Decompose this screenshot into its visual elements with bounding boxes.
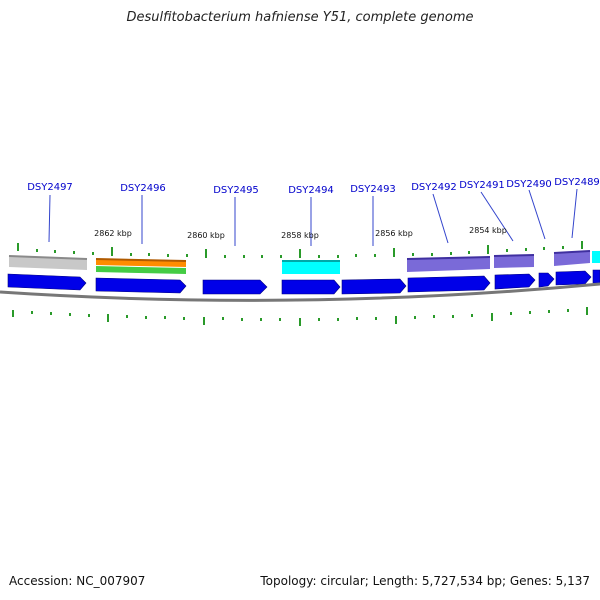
accession-text: Accession: NC_007907	[9, 574, 146, 588]
gene-label[interactable]: DSY2491	[459, 180, 505, 191]
cds-arrow-dsy2491[interactable]	[494, 273, 536, 290]
cog-feature-dsy2492[interactable]	[407, 257, 490, 272]
leader-line-dsy2491	[480, 191, 514, 242]
cds-arrow-dsy2492[interactable]	[407, 275, 491, 293]
scale-labels: 2862 kbp 2860 kbp 2858 kbp 2856 kbp 2854…	[94, 226, 507, 240]
cds-arrow-dsy2489[interactable]	[555, 270, 592, 286]
genome-title: Desulfitobacterium hafniense Y51, comple…	[126, 10, 474, 25]
gene-label[interactable]: DSY2495	[213, 185, 259, 196]
cds-arrows	[7, 269, 600, 295]
cds-arrow-dsy2496[interactable]	[95, 277, 187, 294]
leader-line-dsy2497	[48, 194, 51, 243]
cds-arrow-dsy2495[interactable]	[202, 279, 268, 295]
cog-feature-dsy2491[interactable]	[494, 255, 534, 268]
scale-label: 2856 kbp	[375, 229, 413, 238]
cog-feature-dsy2497[interactable]	[9, 256, 87, 270]
scale-label: 2862 kbp	[94, 229, 132, 238]
leader-line-dsy2489	[571, 188, 578, 239]
scale-label: 2854 kbp	[469, 226, 507, 235]
gene-labels: DSY2497 DSY2496 DSY2495 DSY2494 DSY2493 …	[27, 177, 600, 196]
leader-lines	[48, 188, 578, 246]
gene-label[interactable]: DSY2492	[411, 182, 457, 193]
cds-arrow-dsy2497[interactable]	[7, 273, 87, 291]
genome-stats-text: Topology: circular; Length: 5,727,534 bp…	[260, 574, 590, 588]
gene-label[interactable]: DSY2494	[288, 185, 334, 196]
genome-backbone	[0, 282, 600, 302]
gene-label[interactable]: DSY2489	[554, 177, 600, 188]
lower-ticks	[12, 307, 588, 326]
gene-label[interactable]: DSY2493	[350, 184, 396, 195]
gene-label[interactable]: DSY2490	[506, 179, 552, 190]
cds-arrow-edge[interactable]	[592, 269, 600, 284]
leader-line-dsy2492	[432, 193, 449, 244]
gene-label[interactable]: DSY2496	[120, 183, 166, 194]
cds-arrow-dsy2494[interactable]	[281, 279, 341, 295]
cog-feature-edge[interactable]	[592, 251, 600, 263]
upper-ticks	[17, 241, 583, 258]
cog-features	[8, 250, 600, 274]
gene-label[interactable]: DSY2497	[27, 182, 73, 193]
cds-arrow-dsy2493[interactable]	[341, 278, 407, 295]
scale-label: 2858 kbp	[281, 231, 319, 240]
cog-feature-dsy2494[interactable]	[282, 261, 340, 274]
cog-feature-dsy2489[interactable]	[554, 251, 590, 266]
cds-arrow-dsy2490[interactable]	[538, 272, 555, 288]
leader-line-dsy2490	[528, 189, 546, 240]
scale-label: 2860 kbp	[187, 231, 225, 240]
cog-feature-dsy2496-green[interactable]	[96, 266, 186, 274]
